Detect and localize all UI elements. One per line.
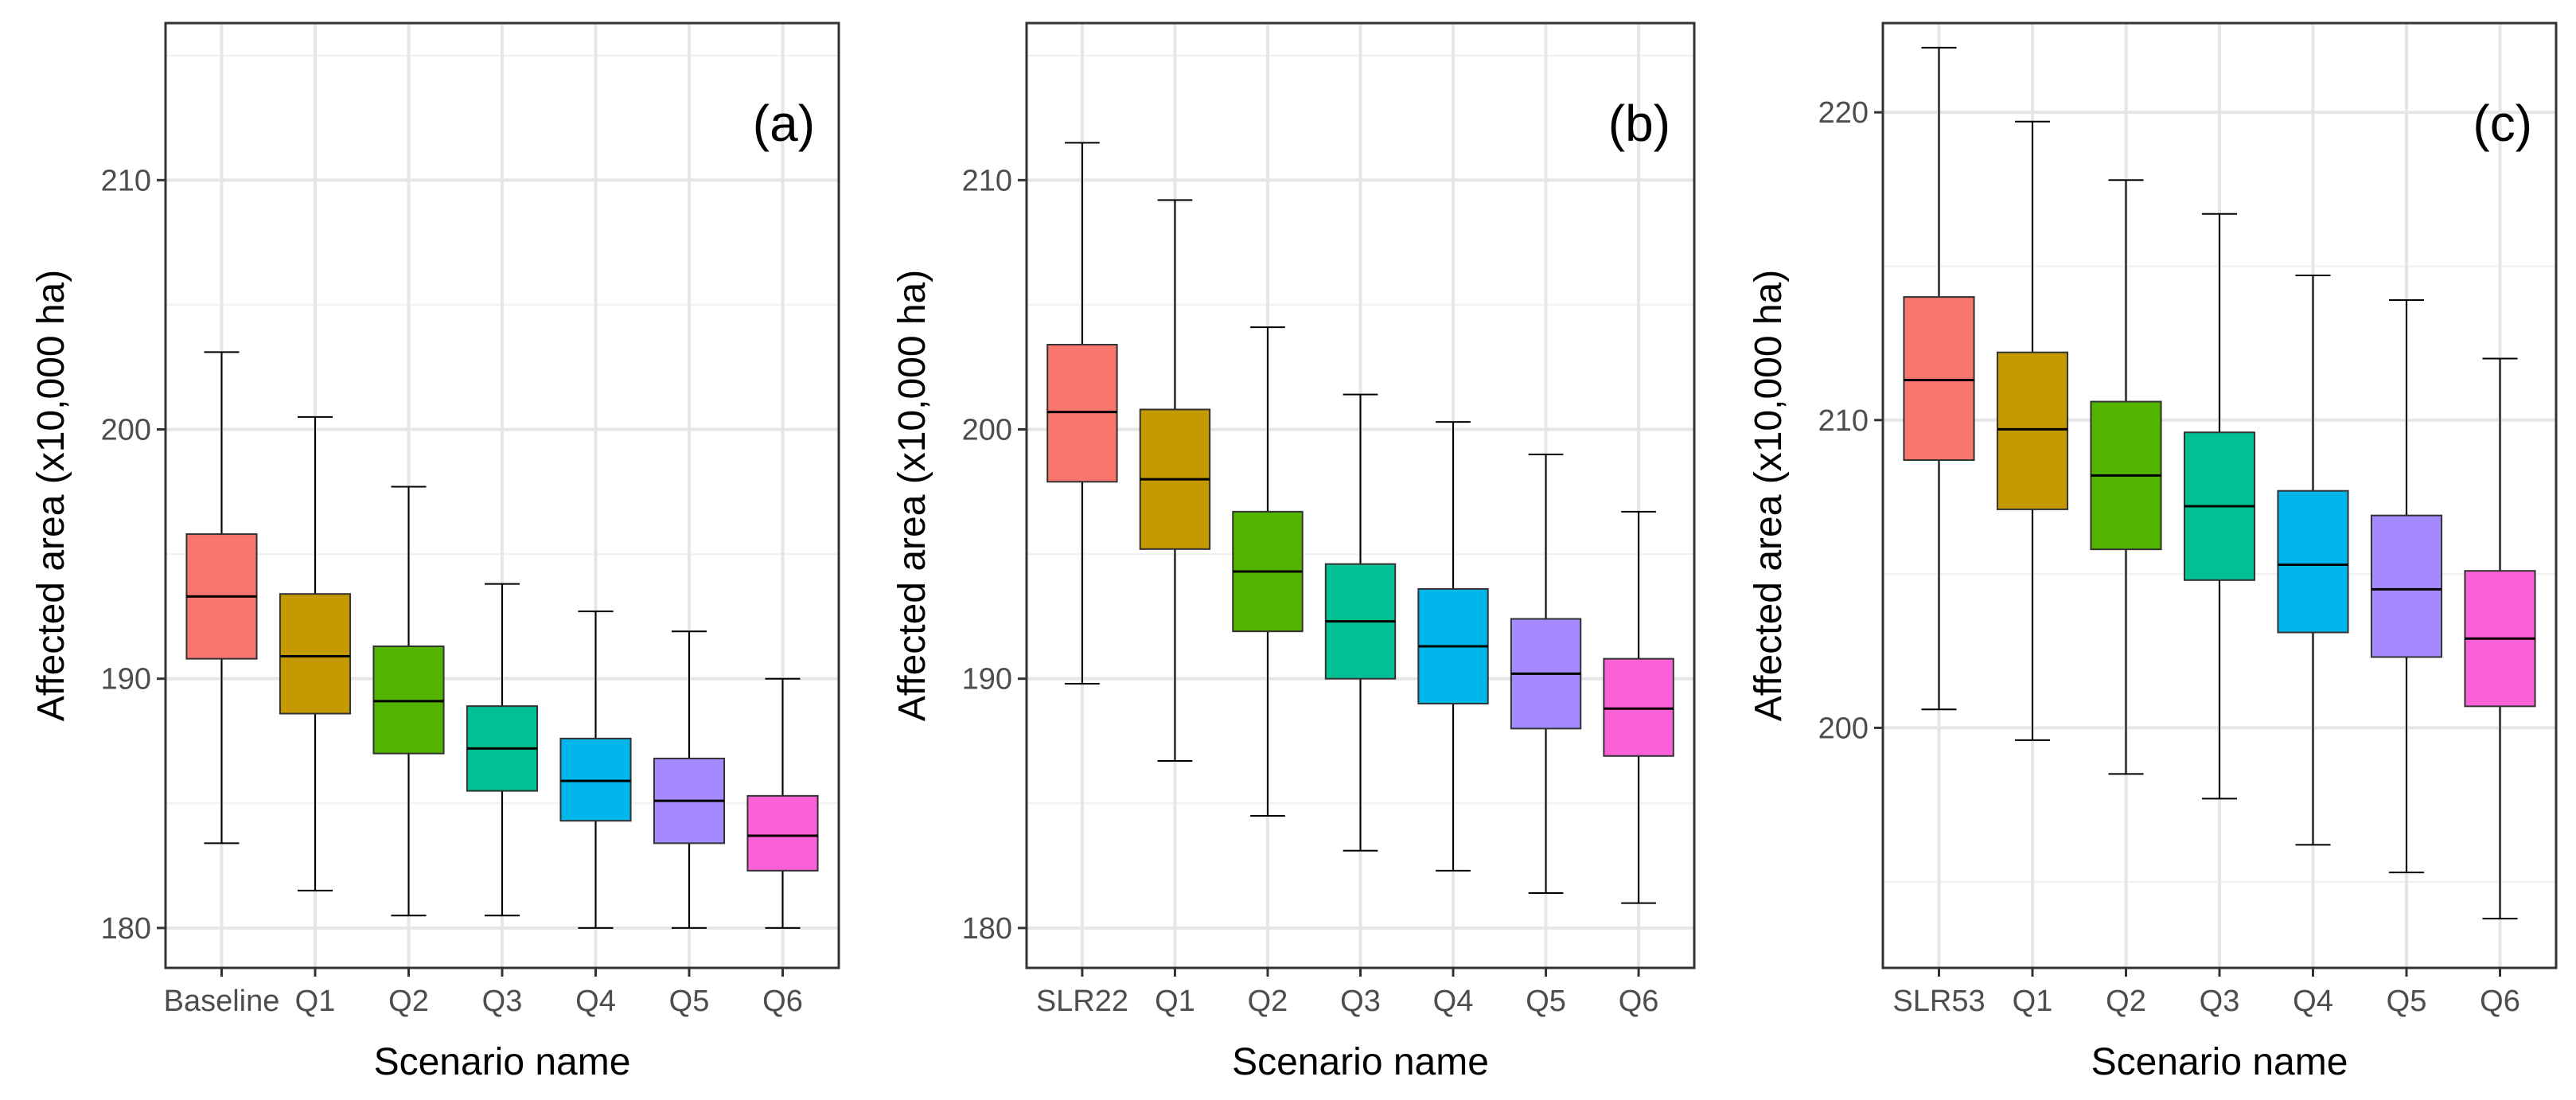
y-tick-label: 210 [1818, 404, 1869, 438]
box-q5 [653, 630, 726, 929]
box-q6 [1603, 510, 1674, 904]
box-q1 [279, 415, 352, 891]
box-slr53 [1903, 46, 1975, 711]
y-tick-label: 210 [101, 164, 151, 197]
x-tick-label: Q6 [1619, 985, 1659, 1018]
panel-a: 180 190 200 210 Baseline Q1 Q2 Q3 Q4 Q5 Q6 Scenario… [30, 21, 840, 1083]
box-q2 [2090, 179, 2162, 775]
box-q2 [372, 486, 445, 917]
iqr-box [2370, 514, 2443, 658]
x-tick-label: Q3 [1340, 985, 1381, 1018]
box-q6 [746, 677, 819, 929]
y-tick-label: 200 [1818, 712, 1869, 745]
y-tick-label: 190 [101, 663, 151, 696]
x-tick-label: Baseline [164, 985, 280, 1018]
iqr-box [1903, 296, 1975, 462]
box-q5 [2370, 298, 2443, 874]
y-axis-title: Affected area (x10,000 ha) [30, 270, 72, 722]
iqr-box [746, 794, 819, 872]
x-tick-label: Q5 [2387, 985, 2427, 1018]
x-tick-label: Q2 [2106, 985, 2146, 1018]
y-tick-label: 180 [962, 912, 1012, 946]
box-q5 [1510, 453, 1582, 895]
x-tick-label: Q6 [2480, 985, 2520, 1018]
box-q6 [2464, 357, 2536, 920]
panel-label: (b) [1608, 95, 1670, 152]
y-tick-label: 190 [962, 663, 1012, 696]
iqr-box [1603, 657, 1674, 757]
box-q4 [1417, 421, 1489, 872]
panel-label: (c) [2473, 95, 2532, 152]
y-tick-label: 180 [101, 912, 151, 946]
iqr-box [1996, 351, 2069, 510]
box-slr22 [1046, 142, 1118, 685]
x-tick-label: SLR53 [1892, 985, 1985, 1018]
iqr-box [279, 593, 352, 715]
box-q2 [1232, 326, 1304, 817]
box-q3 [1324, 393, 1397, 852]
x-tick-label: Q1 [295, 985, 336, 1018]
panel-c: 200 210 220 SLR53 Q1 Q2 Q3 Q4 Q5 Q6 Scenario name A… [1748, 21, 2558, 1083]
y-tick-label: 200 [962, 414, 1012, 447]
panel-b: 180 190 200 210 SLR22 Q1 Q2 Q3 Q4 Q5 Q6 Scenario na… [891, 21, 1696, 1083]
x-tick-label: Q1 [2013, 985, 2053, 1018]
iqr-box [559, 737, 632, 822]
x-tick-label: Q5 [1526, 985, 1566, 1018]
x-tick-label: Q5 [669, 985, 710, 1018]
x-tick-label: Q3 [482, 985, 523, 1018]
x-tick-label: Q2 [388, 985, 429, 1018]
x-tick-label: Q6 [762, 985, 803, 1018]
box-q4 [2277, 275, 2349, 846]
box-q3 [2183, 213, 2256, 800]
box-q4 [559, 610, 632, 929]
x-axis-title: Scenario name [2091, 1041, 2348, 1083]
iqr-box [372, 645, 445, 755]
box-q1 [1139, 199, 1211, 763]
y-axis-title: Affected area (x10,000 ha) [891, 270, 933, 722]
x-tick-label: Q4 [2293, 985, 2333, 1018]
x-tick-label: Q1 [1155, 985, 1195, 1018]
panel-label: (a) [753, 95, 815, 152]
y-tick-label: 200 [101, 414, 151, 447]
iqr-box [2277, 490, 2349, 634]
y-tick-label: 210 [962, 164, 1012, 197]
box-baseline [185, 351, 258, 845]
y-tick-label: 220 [1818, 96, 1869, 130]
x-tick-label: Q2 [1248, 985, 1288, 1018]
x-axis-title: Scenario name [374, 1041, 631, 1083]
x-tick-label: Q4 [1433, 985, 1474, 1018]
box-q3 [466, 583, 539, 917]
x-tick-label: SLR22 [1036, 985, 1128, 1018]
box-q1 [1996, 120, 2069, 741]
x-tick-label: Q3 [2200, 985, 2240, 1018]
x-tick-label: Q4 [575, 985, 616, 1018]
x-axis-title: Scenario name [1232, 1041, 1489, 1083]
y-axis-title: Affected area (x10,000 ha) [1748, 270, 1790, 722]
iqr-box [1046, 344, 1118, 483]
